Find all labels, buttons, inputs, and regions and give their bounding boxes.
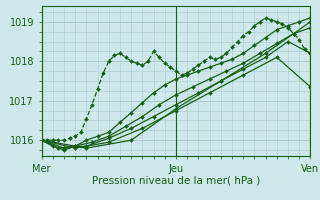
X-axis label: Pression niveau de la mer( hPa ): Pression niveau de la mer( hPa ): [92, 175, 260, 185]
